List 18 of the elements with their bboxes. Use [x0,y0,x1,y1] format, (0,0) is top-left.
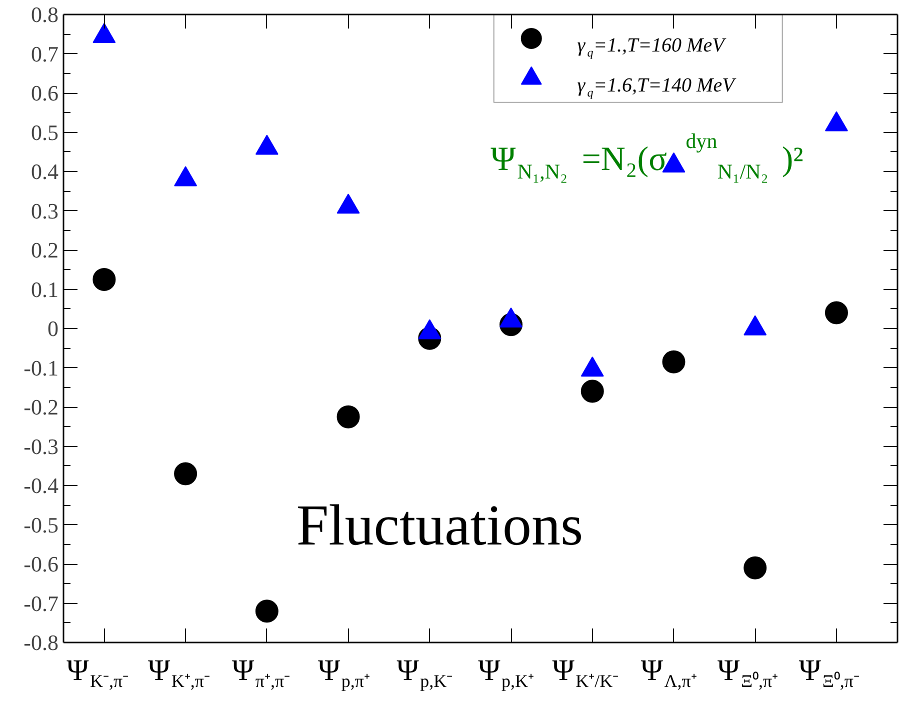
y-tick-label: 0.7 [31,41,58,66]
y-tick-label: 0.1 [31,276,58,302]
y-tick-label: 0.6 [31,80,58,106]
y-tick-label: -0.4 [24,473,58,498]
y-tick-label: -0.6 [24,552,58,576]
y-tick-label: -0.7 [24,590,58,616]
y-tick-label: -0.5 [24,512,58,538]
y-tick-label: 0.2 [31,238,58,262]
y-tick-label: 0 [48,316,58,341]
annotation: Fluctuations [296,492,584,558]
y-tick-label: 0.8 [31,2,58,27]
y-tick-label: -0.1 [24,355,58,380]
y-tick-label: 0.4 [31,159,58,184]
y-tick-label: -0.3 [24,434,58,459]
y-tick-label: 0.3 [31,198,58,224]
y-tick-label: -0.8 [24,630,58,655]
y-tick-label: -0.2 [24,394,58,420]
y-tick-label: 0.5 [31,120,58,145]
